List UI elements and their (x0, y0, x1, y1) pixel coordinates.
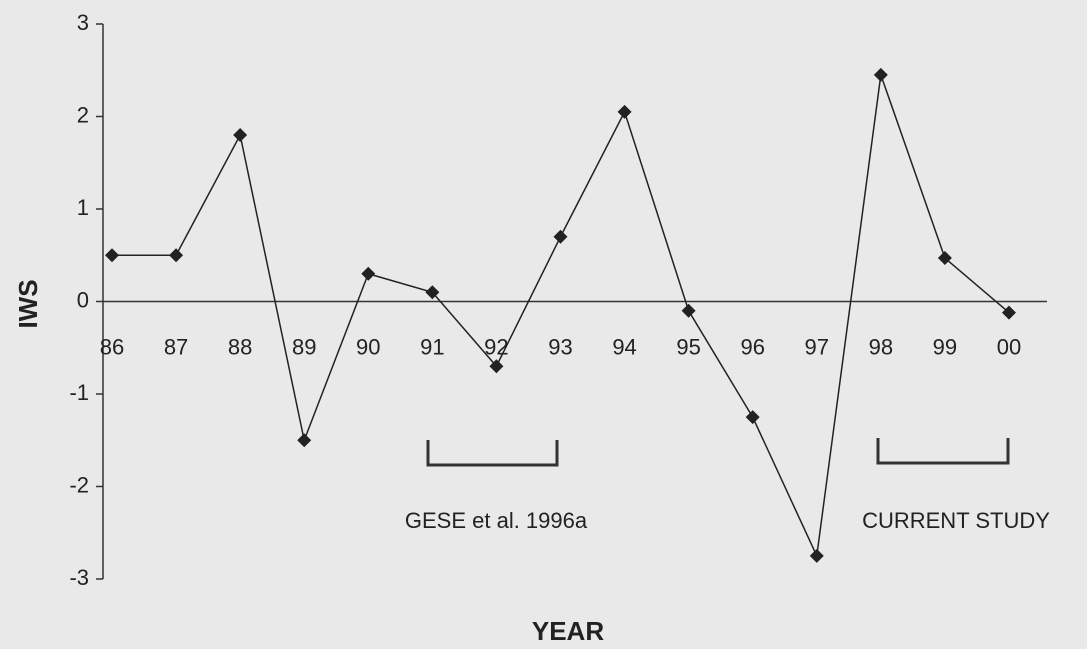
x-tick-label: 93 (548, 334, 572, 359)
data-point (873, 67, 888, 82)
x-tick-label: 99 (933, 334, 957, 359)
y-axis-title: IWS (13, 279, 43, 328)
x-axis-title: YEAR (532, 616, 604, 646)
x-tick-label: 89 (292, 334, 316, 359)
data-point (553, 229, 568, 244)
annotation: GESE et al. 1996a (405, 508, 588, 533)
x-tick-label: 92 (484, 334, 508, 359)
x-tick-label: 90 (356, 334, 380, 359)
bracket (876, 438, 1010, 465)
y-tick-label: 2 (77, 102, 89, 127)
data-point (425, 285, 440, 300)
x-tick-label: 98 (869, 334, 893, 359)
data-point (937, 251, 952, 266)
data-point (745, 410, 760, 425)
data-point (617, 104, 632, 119)
x-tick-label: 94 (612, 334, 636, 359)
bracket (426, 440, 559, 467)
x-tick-label: 86 (100, 334, 124, 359)
data-point (681, 303, 696, 318)
x-tick-label: 88 (228, 334, 252, 359)
data-point (105, 248, 119, 263)
x-tick-label: 96 (740, 334, 764, 359)
data-point (489, 359, 504, 374)
data-point (169, 248, 184, 263)
y-tick-label: -1 (69, 380, 89, 405)
y-tick-label: 0 (77, 287, 89, 312)
data-point (297, 433, 312, 448)
data-point (809, 548, 824, 563)
y-tick-label: 1 (77, 195, 89, 220)
data-point (233, 128, 248, 142)
x-tick-label: 87 (164, 334, 188, 359)
x-tick-label: 00 (997, 334, 1021, 359)
x-tick-label: 91 (420, 334, 444, 359)
x-tick-label: 97 (805, 334, 829, 359)
annotation: CURRENT STUDY (862, 508, 1050, 533)
y-tick-label: -3 (69, 565, 89, 590)
y-tick-label: -2 (69, 472, 89, 497)
data-point (361, 266, 376, 281)
x-tick-label: 95 (676, 334, 700, 359)
y-tick-label: 3 (77, 10, 89, 35)
data-point (1001, 305, 1016, 320)
